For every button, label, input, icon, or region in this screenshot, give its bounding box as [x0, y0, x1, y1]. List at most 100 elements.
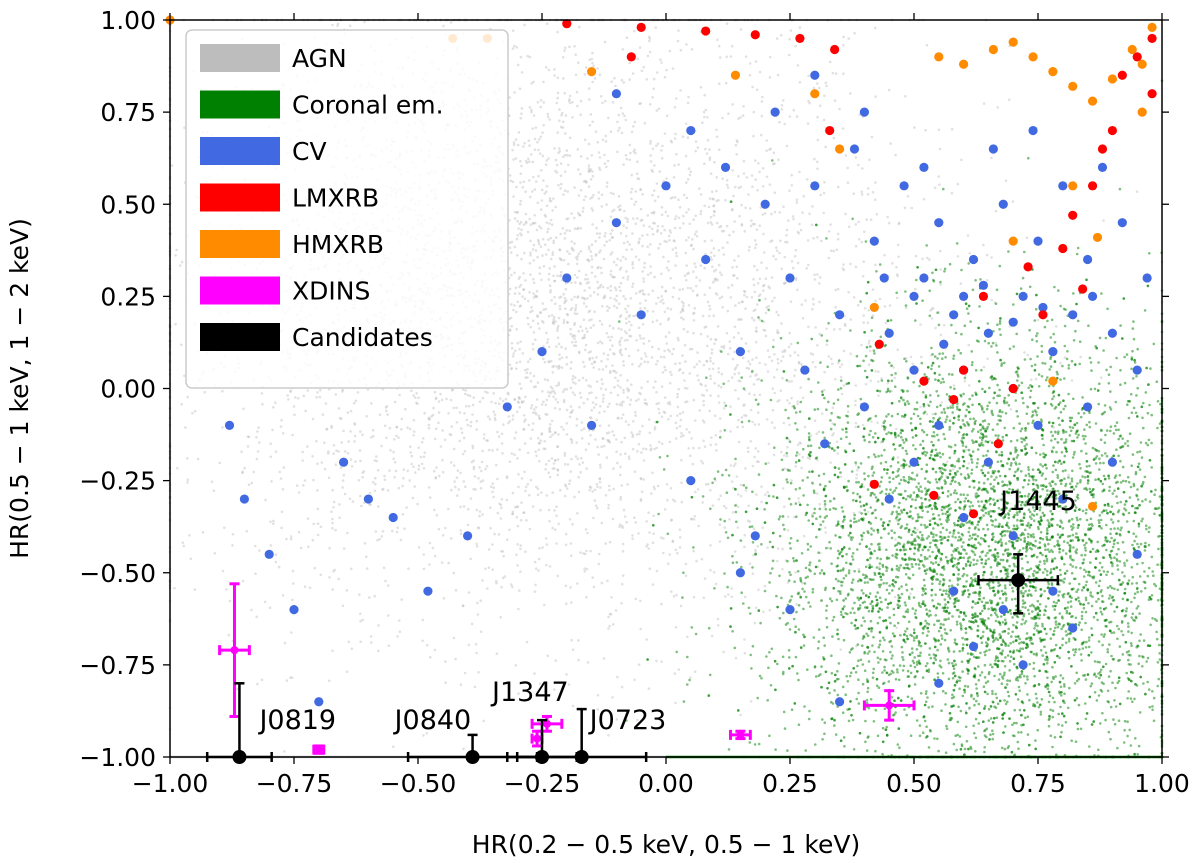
agn-point [610, 236, 614, 239]
agn-point [744, 414, 748, 418]
agn-point [938, 183, 941, 186]
agn-point [596, 341, 600, 345]
agn-point [705, 152, 709, 155]
agn-point [565, 362, 569, 366]
agn-point [609, 285, 613, 288]
agn-point [558, 248, 561, 251]
agn-point [740, 416, 744, 419]
agn-point [434, 397, 438, 401]
agn-point [574, 382, 577, 385]
agn-point [279, 425, 283, 428]
agn-point [580, 421, 584, 424]
agn-point [649, 271, 653, 275]
agn-point [734, 185, 737, 189]
agn-point [824, 81, 828, 85]
agn-point [538, 547, 541, 550]
agn-point [526, 368, 529, 371]
agn-point [619, 453, 622, 456]
agn-point [539, 226, 543, 230]
agn-point [619, 259, 623, 262]
agn-point [723, 401, 726, 405]
agn-point [697, 378, 700, 382]
agn-point [816, 167, 819, 170]
agn-point [695, 559, 698, 563]
agn-point [510, 251, 513, 254]
agn-point [363, 542, 367, 545]
agn-point [601, 368, 605, 371]
agn-point [652, 87, 655, 91]
agn-point [409, 451, 413, 454]
agn-point [356, 391, 360, 394]
agn-point [688, 173, 692, 177]
agn-point [791, 215, 795, 218]
agn-point [544, 447, 547, 451]
agn-point [592, 64, 595, 68]
agn-point [619, 232, 623, 235]
agn-point [699, 193, 703, 196]
agn-point [790, 380, 793, 383]
agn-point [836, 452, 840, 455]
agn-point [316, 507, 320, 511]
agn-point [860, 193, 864, 196]
agn-point [534, 294, 537, 298]
agn-point [387, 614, 390, 617]
agn-point [692, 218, 695, 221]
agn-point [649, 243, 652, 246]
agn-point [620, 353, 624, 357]
agn-point [741, 425, 745, 429]
agn-point [930, 317, 934, 320]
agn-point [393, 438, 396, 441]
agn-point [570, 638, 573, 642]
agn-point [428, 541, 432, 545]
agn-point [703, 115, 706, 119]
agn-point [590, 207, 593, 210]
agn-point [564, 46, 567, 50]
agn-point [622, 255, 625, 259]
agn-point [874, 370, 877, 373]
agn-point [655, 363, 658, 366]
agn-point [529, 253, 532, 257]
agn-point [544, 215, 548, 218]
agn-point [514, 505, 517, 509]
agn-point [797, 232, 800, 235]
agn-point [990, 256, 993, 259]
agn-point [539, 245, 543, 248]
agn-point [599, 266, 603, 270]
agn-point [718, 540, 722, 543]
agn-point [589, 197, 592, 200]
agn-point [312, 522, 316, 526]
agn-point [682, 302, 685, 305]
agn-point [584, 448, 588, 452]
agn-point [754, 246, 757, 250]
agn-point [671, 539, 675, 543]
agn-point [529, 251, 532, 254]
agn-point [612, 369, 615, 373]
agn-point [247, 483, 251, 487]
agn-point [558, 304, 562, 308]
agn-point [347, 440, 351, 443]
agn-point [807, 263, 810, 267]
agn-point [280, 419, 283, 422]
agn-point [596, 140, 599, 144]
agn-point [639, 392, 642, 396]
agn-point [525, 161, 529, 165]
agn-point [454, 588, 458, 592]
agn-point [568, 45, 571, 49]
agn-point [893, 376, 897, 380]
agn-point [831, 406, 835, 410]
agn-point [274, 401, 277, 405]
agn-point [718, 56, 722, 59]
agn-point [645, 638, 648, 641]
agn-point [368, 491, 372, 495]
agn-point [855, 473, 859, 477]
agn-point [410, 389, 413, 393]
agn-point [680, 458, 683, 462]
agn-point [746, 446, 750, 450]
agn-point [532, 278, 535, 281]
agn-point [580, 428, 583, 432]
agn-point [579, 249, 583, 253]
agn-point [254, 572, 257, 576]
agn-point [542, 265, 546, 268]
agn-point [492, 410, 496, 414]
agn-point [325, 428, 328, 431]
